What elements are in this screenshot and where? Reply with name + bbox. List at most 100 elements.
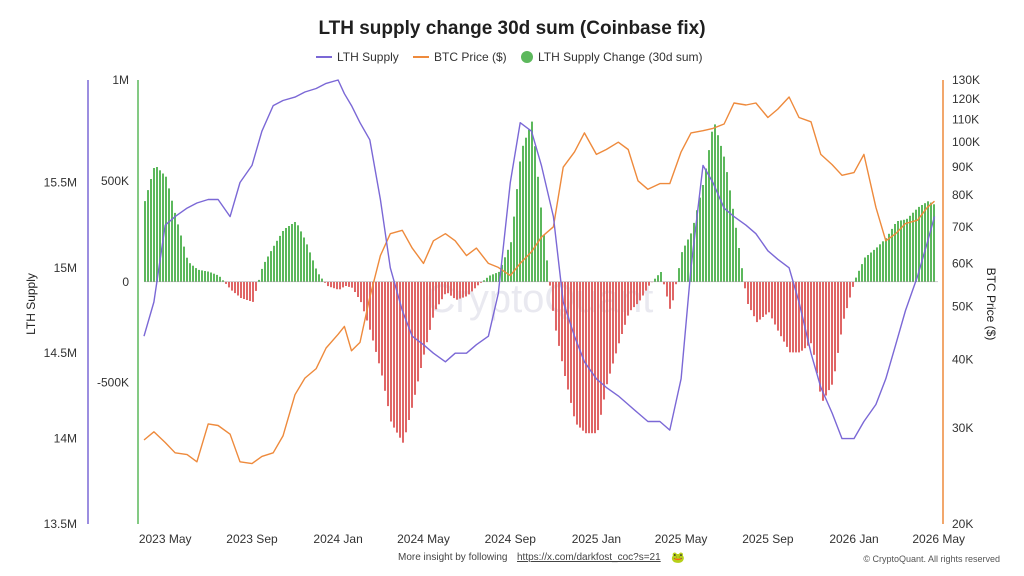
supply-change-bar-75 (369, 281, 371, 330)
supply-change-bar-151 (597, 281, 599, 431)
supply-change-bar-84 (396, 281, 398, 433)
tick-x-3: 2024 May (397, 532, 450, 546)
supply-change-bar-126 (522, 145, 524, 282)
legend-item-btc-price[interactable]: BTC Price ($) (413, 50, 507, 64)
supply-change-bar-6 (162, 173, 164, 282)
supply-change-bar-111 (477, 281, 479, 286)
supply-change-bar-164 (636, 281, 638, 305)
supply-change-bar-238 (858, 270, 860, 282)
supply-change-bar-184 (696, 210, 698, 282)
supply-change-bar-23 (213, 273, 215, 282)
supply-change-bar-175 (669, 281, 671, 309)
supply-change-bar-31 (237, 281, 239, 296)
supply-change-bar-227 (825, 281, 827, 396)
supply-change-bar-200 (744, 281, 746, 289)
supply-change-bar-228 (828, 281, 830, 391)
supply-change-bar-211 (777, 281, 779, 331)
supply-change-bar-74 (366, 281, 368, 321)
supply-change-bar-50 (294, 222, 296, 282)
supply-change-bar-163 (633, 281, 635, 308)
supply-change-bar-45 (279, 235, 281, 282)
supply-change-bar-149 (591, 281, 593, 434)
legend[interactable]: LTH Supply BTC Price ($) LTH Supply Chan… (316, 50, 703, 64)
tick-x-8: 2026 Jan (829, 532, 878, 546)
supply-change-bar-102 (450, 281, 452, 296)
legend-item-lth-supply[interactable]: LTH Supply (316, 50, 399, 64)
legend-label-lth-supply: LTH Supply (337, 50, 399, 64)
supply-change-bar-161 (627, 281, 629, 316)
tick-lth-2: 14.5M (44, 346, 77, 360)
supply-change-bar-196 (732, 208, 734, 282)
supply-change-bar-28 (228, 281, 230, 288)
supply-change-bar-162 (630, 281, 632, 311)
supply-change-bar-135 (549, 281, 551, 286)
tick-x-1: 2023 Sep (226, 532, 278, 546)
supply-change-bar-153 (603, 281, 605, 400)
supply-change-bar-236 (852, 281, 854, 287)
supply-change-bar-202 (750, 281, 752, 311)
supply-change-bar-88 (408, 281, 410, 420)
supply-change-bar-241 (867, 255, 869, 282)
supply-change-bar-10 (174, 212, 176, 282)
supply-change-bar-16 (192, 265, 194, 282)
tick-x-0: 2023 May (139, 532, 192, 546)
supply-change-bar-9 (171, 200, 173, 282)
supply-change-bar-178 (678, 268, 680, 282)
supply-change-bar-148 (588, 281, 590, 434)
supply-change-bar-192 (720, 145, 722, 282)
tick-btc-11: 130K (952, 73, 980, 87)
supply-change-bar-52 (300, 231, 302, 282)
tick-btc-10: 120K (952, 92, 980, 106)
supply-change-bar-7 (165, 176, 167, 282)
supply-change-bar-234 (846, 281, 848, 309)
supply-change-bar-199 (741, 268, 743, 282)
supply-change-bar-256 (912, 212, 914, 282)
tick-btc-1: 30K (952, 421, 973, 435)
supply-change-bar-44 (276, 240, 278, 282)
footer-link[interactable]: https://x.com/darkfost_coc?s=21 (517, 552, 661, 563)
supply-change-bar-68 (348, 281, 350, 287)
legend-label-supply-change: LTH Supply Change (30d sum) (538, 50, 703, 64)
supply-change-bar-19 (201, 270, 203, 282)
supply-change-bar-258 (918, 206, 920, 282)
supply-change-bar-78 (378, 281, 380, 364)
supply-change-bar-262 (930, 202, 932, 282)
supply-change-bar-55 (309, 252, 311, 282)
supply-change-bar-170 (654, 278, 656, 282)
supply-change-bar-247 (885, 238, 887, 282)
supply-change-bar-224 (816, 281, 818, 374)
supply-change-bar-37 (255, 281, 257, 291)
supply-change-bar-72 (360, 281, 362, 303)
supply-change-bar-69 (351, 281, 353, 288)
supply-change-bar-96 (432, 281, 434, 318)
supply-change-bar-188 (708, 150, 710, 282)
supply-change-bar-58 (318, 274, 320, 282)
supply-change-bar-112 (480, 281, 482, 283)
legend-item-supply-change[interactable]: LTH Supply Change (30d sum) (521, 50, 703, 64)
supply-change-bar-142 (570, 281, 572, 403)
supply-change-bar-221 (807, 281, 809, 346)
supply-change-bar-255 (909, 215, 911, 282)
supply-change-bar-122 (510, 242, 512, 282)
supply-change-bar-67 (345, 281, 347, 286)
supply-change-bar-43 (273, 245, 275, 282)
supply-change-bar-132 (540, 207, 542, 282)
supply-change-bar-144 (576, 281, 578, 425)
supply-change-bar-57 (315, 268, 317, 282)
supply-change-bar-105 (459, 281, 461, 299)
supply-change-bar-38 (258, 279, 260, 282)
supply-change-bar-136 (552, 281, 554, 311)
supply-change-bar-30 (234, 281, 236, 294)
supply-change-bar-253 (903, 219, 905, 282)
supply-change-bar-226 (822, 281, 824, 401)
supply-change-bar-189 (711, 131, 713, 282)
legend-dot-green (521, 51, 533, 63)
supply-change-bar-134 (546, 260, 548, 282)
tick-btc-4: 60K (952, 256, 973, 270)
tick-btc-6: 80K (952, 188, 973, 202)
supply-change-bar-145 (579, 281, 581, 428)
tick-btc-9: 110K (952, 113, 979, 127)
supply-change-bar-119 (501, 264, 503, 282)
supply-change-bar-167 (645, 281, 647, 291)
tick-x-6: 2025 May (655, 532, 708, 546)
